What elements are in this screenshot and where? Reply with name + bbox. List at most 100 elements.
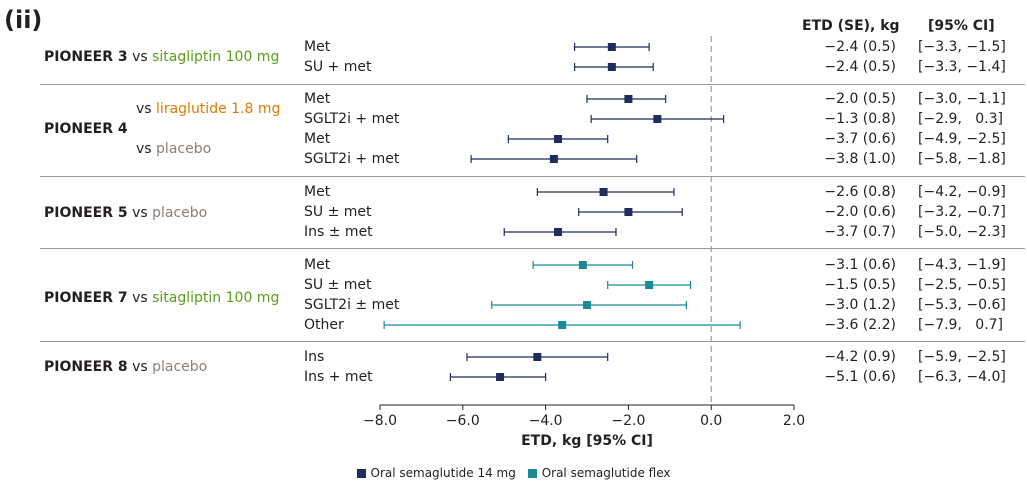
x-axis-label: ETD, kg [95% CI] [521, 433, 653, 449]
trial-name: PIONEER 8 [44, 359, 128, 375]
comparator-placebo: placebo [156, 141, 212, 157]
legend: Oral semaglutide 14 mg Oral semaglutide … [0, 466, 1027, 481]
trial-label-pioneer-7: PIONEER 7 vs sitagliptin 100 mg [44, 288, 279, 308]
ci-value: [−6.3, −4.0] [918, 369, 1006, 385]
ci-value: [−3.3, −1.5] [918, 39, 1006, 55]
ci-value: [−5.3, −0.6] [918, 297, 1006, 313]
comparator-sitagliptin: sitagliptin 100 mg [152, 49, 280, 65]
point-estimate [599, 188, 608, 196]
point-estimate [607, 63, 616, 71]
comparator-label-liraglutide: vs liraglutide 1.8 mg [136, 99, 280, 119]
subgroup-label: SU + met [304, 59, 372, 75]
vs-text: vs [136, 141, 152, 157]
ci-value: [−5.8, −1.8] [918, 151, 1006, 167]
forest-row: Met −2.6 (0.8) [−4.2, −0.9] [0, 182, 1027, 202]
trial-label-pioneer-4: PIONEER 4 [44, 119, 128, 139]
x-tick-label: −4.0 [529, 413, 563, 429]
point-estimate [578, 261, 587, 269]
ci-value: [−4.3, −1.9] [918, 257, 1006, 273]
subgroup-label: SU ± met [304, 277, 372, 293]
etd-value: −4.2 (0.9) [824, 349, 896, 365]
forest-row: Met −2.0 (0.5) [−3.0, −1.1] [0, 89, 1027, 109]
x-tick-label: −2.0 [611, 413, 645, 429]
etd-column-header: ETD (SE), kg [802, 18, 900, 34]
point-estimate [645, 281, 654, 289]
subgroup-label: Met [304, 39, 331, 55]
ci-value: [−3.2, −0.7] [918, 204, 1006, 220]
subgroup-label: Ins ± met [304, 224, 373, 240]
etd-value: −5.1 (0.6) [824, 369, 896, 385]
etd-value: −3.7 (0.6) [824, 131, 896, 147]
forest-row: SU + met −2.4 (0.5) [−3.3, −1.4] [0, 57, 1027, 77]
subgroup-label: SGLT2i + met [304, 151, 400, 167]
ci-value: [−2.9, 0.3] [918, 111, 1003, 127]
etd-value: −3.6 (2.2) [824, 317, 896, 333]
trial-name: PIONEER 3 [44, 49, 128, 65]
forest-row: SU ± met −2.0 (0.6) [−3.2, −0.7] [0, 202, 1027, 222]
point-estimate [607, 43, 616, 51]
etd-value: −2.0 (0.5) [824, 91, 896, 107]
trial-separator [40, 248, 1025, 249]
forest-row: Ins −4.2 (0.9) [−5.9, −2.5] [0, 347, 1027, 367]
point-estimate [496, 373, 505, 381]
x-tick-label: −8.0 [363, 413, 397, 429]
trial-separator [40, 176, 1025, 177]
point-estimate [533, 353, 542, 361]
forest-row: SGLT2i + met −3.8 (1.0) [−5.8, −1.8] [0, 149, 1027, 169]
forest-row: Met −2.4 (0.5) [−3.3, −1.5] [0, 37, 1027, 57]
trial-label-pioneer-8: PIONEER 8 vs placebo [44, 357, 207, 377]
forest-row: Ins ± met −3.7 (0.7) [−5.0, −2.3] [0, 222, 1027, 242]
legend-item: Oral semaglutide flex [527, 466, 671, 480]
etd-value: −2.6 (0.8) [824, 184, 896, 200]
legend-swatch [356, 468, 366, 478]
forest-row: Other −3.6 (2.2) [−7.9, 0.7] [0, 315, 1027, 335]
subgroup-label: Met [304, 184, 331, 200]
subgroup-label: SGLT2i ± met [304, 297, 400, 313]
point-estimate [583, 301, 591, 309]
point-estimate [624, 208, 633, 216]
legend-label: Oral semaglutide flex [541, 466, 671, 480]
trial-separator [40, 341, 1025, 342]
vs-text: vs [132, 359, 148, 375]
point-estimate [558, 321, 567, 329]
etd-value: −2.4 (0.5) [824, 59, 896, 75]
etd-value: −3.0 (1.2) [824, 297, 896, 313]
forest-row: Ins + met −5.1 (0.6) [−6.3, −4.0] [0, 367, 1027, 387]
panel-label: (ii) [4, 6, 43, 34]
etd-value: −2.0 (0.6) [824, 204, 896, 220]
ci-value: [−5.0, −2.3] [918, 224, 1006, 240]
etd-value: −1.5 (0.5) [824, 277, 896, 293]
ci-value: [−5.9, −2.5] [918, 349, 1006, 365]
ci-value: [−2.5, −0.5] [918, 277, 1006, 293]
forest-row: SU ± met −1.5 (0.5) [−2.5, −0.5] [0, 275, 1027, 295]
point-estimate [554, 228, 563, 236]
vs-text: vs [132, 205, 148, 221]
point-estimate [554, 135, 563, 143]
ci-value: [−7.9, 0.7] [918, 317, 1003, 333]
trial-label-pioneer-3: PIONEER 3 vs sitagliptin 100 mg [44, 47, 279, 67]
trial-label-pioneer-5: PIONEER 5 vs placebo [44, 203, 207, 223]
trial-separator [40, 84, 1025, 85]
forest-row: SGLT2i ± met −3.0 (1.2) [−5.3, −0.6] [0, 295, 1027, 315]
subgroup-label: SU ± met [304, 204, 372, 220]
subgroup-label: Other [304, 317, 344, 333]
legend-item: Oral semaglutide 14 mg [356, 466, 516, 480]
ci-value: [−3.3, −1.4] [918, 59, 1006, 75]
comparator-liraglutide: liraglutide 1.8 mg [156, 101, 281, 117]
vs-text: vs [136, 101, 152, 117]
trial-name: PIONEER 5 [44, 205, 128, 221]
subgroup-label: Met [304, 91, 331, 107]
ci-value: [−4.9, −2.5] [918, 131, 1006, 147]
comparator-sitagliptin: sitagliptin 100 mg [152, 290, 280, 306]
vs-text: vs [132, 290, 148, 306]
comparator-placebo: placebo [152, 205, 208, 221]
subgroup-label: Ins + met [304, 369, 373, 385]
etd-value: −3.8 (1.0) [824, 151, 896, 167]
forest-row: SGLT2i + met −1.3 (0.8) [−2.9, 0.3] [0, 109, 1027, 129]
point-estimate [624, 95, 633, 103]
ci-column-header: [95% CI] [928, 18, 995, 34]
subgroup-label: Ins [304, 349, 325, 365]
comparator-label-placebo: vs placebo [136, 139, 211, 159]
forest-row: Met −3.1 (0.6) [−4.3, −1.9] [0, 255, 1027, 275]
